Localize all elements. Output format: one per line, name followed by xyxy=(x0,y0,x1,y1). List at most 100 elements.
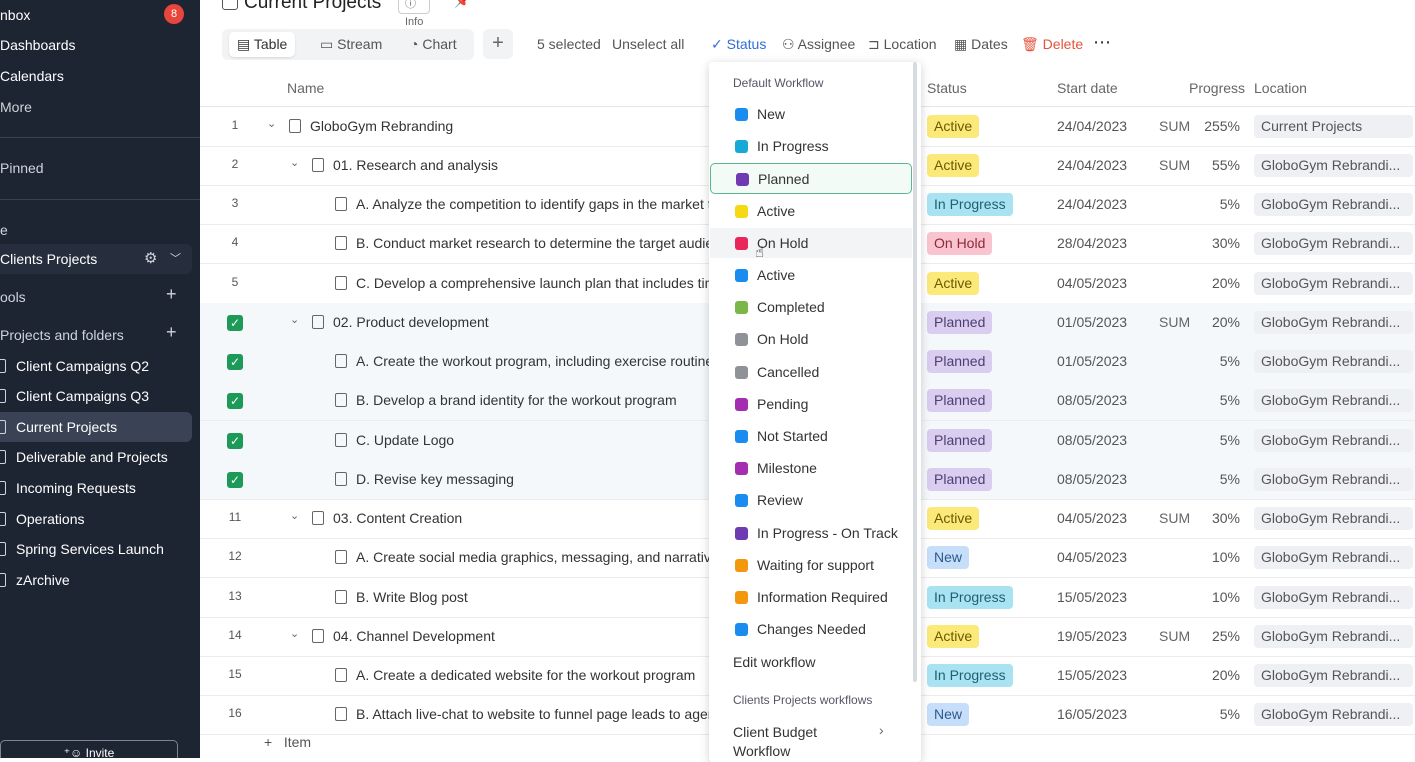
row-checkbox-checked[interactable]: ✓ xyxy=(227,354,243,370)
select-all-checkbox[interactable] xyxy=(222,0,238,10)
status-badge[interactable]: On Hold xyxy=(927,232,993,255)
sidebar-project-item-active[interactable]: Current Projects xyxy=(0,412,192,442)
row-name[interactable]: B. Develop a brand identity for the work… xyxy=(356,392,677,408)
column-header-progress[interactable]: Progress xyxy=(1189,80,1246,96)
start-date[interactable]: 19/05/2023 xyxy=(1057,628,1128,644)
row-checkbox-checked[interactable]: ✓ xyxy=(227,472,243,488)
location-pill[interactable]: GloboGym Rebrandi... xyxy=(1254,350,1413,373)
info-button[interactable]: ⓘ Info xyxy=(398,0,431,28)
location-pill[interactable]: GloboGym Rebrandi... xyxy=(1254,546,1413,569)
status-badge[interactable]: Planned xyxy=(927,350,993,373)
status-badge[interactable]: New xyxy=(927,546,970,569)
location-pill[interactable]: GloboGym Rebrandi... xyxy=(1254,429,1413,452)
row-name[interactable]: A. Create the workout program, including… xyxy=(356,353,725,369)
table-row[interactable]: 11 ⌄ 03. Content Creation Active 04/05/2023 S… xyxy=(200,499,1415,539)
location-pill[interactable]: GloboGym Rebrandi... xyxy=(1254,664,1413,687)
start-date[interactable]: 24/04/2023 xyxy=(1057,118,1128,134)
expand-chevron-icon[interactable]: ⌄ xyxy=(290,510,300,522)
status-badge[interactable]: Active xyxy=(927,625,980,648)
location-pill[interactable]: GloboGym Rebrandi... xyxy=(1254,625,1413,648)
row-checkbox-checked[interactable]: ✓ xyxy=(227,433,243,449)
row-name[interactable]: B. Write Blog post xyxy=(356,589,468,605)
expand-chevron-icon[interactable]: ⌄ xyxy=(290,157,300,169)
expand-chevron-icon[interactable]: ⌄ xyxy=(290,314,300,326)
expand-chevron-icon[interactable]: ⌄ xyxy=(290,628,300,640)
progress-value[interactable]: 30% xyxy=(1211,510,1240,526)
sidebar-item-pinned[interactable]: Pinned xyxy=(0,154,44,182)
sidebar-item-dashboards[interactable]: Dashboards xyxy=(0,31,76,59)
table-row[interactable]: 12 A. Create social media graphics, messa… xyxy=(200,538,1415,578)
progress-value[interactable]: 5% xyxy=(1219,196,1240,212)
client-budget-workflow-item[interactable]: Client Budget Workflow xyxy=(733,724,817,759)
progress-value[interactable]: 5% xyxy=(1219,471,1240,487)
status-option[interactable]: Pending xyxy=(710,389,912,419)
status-badge[interactable]: New xyxy=(927,703,970,726)
status-badge[interactable]: In Progress xyxy=(927,664,1013,687)
start-date[interactable]: 08/05/2023 xyxy=(1057,471,1128,487)
start-date[interactable]: 15/05/2023 xyxy=(1057,667,1128,683)
location-pill[interactable]: GloboGym Rebrandi... xyxy=(1254,193,1413,216)
status-badge[interactable]: In Progress xyxy=(927,193,1013,216)
start-date[interactable]: 01/05/2023 xyxy=(1057,314,1128,330)
progress-value[interactable]: 20% xyxy=(1211,314,1240,330)
row-checkbox-checked[interactable]: ✓ xyxy=(227,393,243,409)
sidebar-item-calendars[interactable]: Calendars xyxy=(0,62,64,90)
row-checkbox-checked[interactable]: ✓ xyxy=(227,315,243,331)
row-name[interactable]: B. Attach live-chat to website to funnel… xyxy=(356,706,727,722)
location-pill[interactable]: Current Projects xyxy=(1254,115,1413,138)
sidebar-project-item[interactable]: Client Campaigns Q3 xyxy=(0,381,192,411)
location-pill[interactable]: GloboGym Rebrandi... xyxy=(1254,586,1413,609)
status-option[interactable]: Waiting for support xyxy=(710,550,912,580)
sidebar-project-item[interactable]: Client Campaigns Q2 xyxy=(0,351,192,381)
status-badge[interactable]: In Progress xyxy=(927,586,1013,609)
location-button[interactable]: ⊐ Location xyxy=(868,36,937,53)
status-option[interactable]: In Progress - On Track xyxy=(710,518,912,548)
status-option[interactable]: Milestone xyxy=(710,453,912,483)
progress-value[interactable]: 10% xyxy=(1211,549,1240,565)
delete-button[interactable]: 🗑 Delete xyxy=(1021,36,1083,53)
dates-button[interactable]: ▦ Dates xyxy=(954,36,1008,53)
table-row[interactable]: 13 B. Write Blog post In Progress 15/05/202… xyxy=(200,578,1415,618)
location-pill[interactable]: GloboGym Rebrandi... xyxy=(1254,154,1413,177)
row-name[interactable]: B. Conduct market research to determine … xyxy=(356,235,728,251)
row-name[interactable]: A. Create social media graphics, messagi… xyxy=(356,549,719,565)
start-date[interactable]: 24/04/2023 xyxy=(1057,196,1128,212)
chevron-right-icon[interactable]: › xyxy=(879,722,884,738)
edit-workflow-link[interactable]: Edit workflow xyxy=(733,654,816,670)
chevron-down-icon[interactable]: ﹀ xyxy=(170,253,181,265)
status-badge[interactable]: Planned xyxy=(927,311,993,334)
space-selector[interactable]: Clients Projects ⚙ ﹀ xyxy=(0,244,192,274)
column-header-location[interactable]: Location xyxy=(1254,80,1307,96)
sidebar-item-tools[interactable]: ools xyxy=(0,283,26,311)
tab-chart[interactable]: ◔ Chart xyxy=(402,32,465,57)
location-pill[interactable]: GloboGym Rebrandi... xyxy=(1254,232,1413,255)
progress-value[interactable]: 5% xyxy=(1219,432,1240,448)
progress-value[interactable]: 20% xyxy=(1211,667,1240,683)
progress-value[interactable]: 55% xyxy=(1211,157,1240,173)
row-name[interactable]: 02. Product development xyxy=(333,314,489,330)
progress-value[interactable]: 5% xyxy=(1219,353,1240,369)
sidebar-project-item[interactable]: Operations xyxy=(0,504,192,534)
start-date[interactable]: 04/05/2023 xyxy=(1057,549,1128,565)
gear-icon[interactable]: ⚙ xyxy=(144,250,158,267)
row-name[interactable]: 04. Channel Development xyxy=(333,628,495,644)
status-badge[interactable]: Active xyxy=(927,272,980,295)
row-name[interactable]: C. Develop a comprehensive launch plan t… xyxy=(356,275,731,291)
add-project-icon[interactable]: + xyxy=(166,322,177,342)
table-row[interactable]: 16 B. Attach live-chat to website to funn… xyxy=(200,695,1415,735)
progress-value[interactable]: 30% xyxy=(1211,235,1240,251)
status-option[interactable]: Not Started xyxy=(710,421,912,451)
status-badge[interactable]: Planned xyxy=(927,429,993,452)
dropdown-scrollbar[interactable] xyxy=(913,62,917,682)
add-view-button[interactable]: + xyxy=(483,29,513,59)
status-option[interactable]: Active xyxy=(710,196,912,226)
unselect-all-button[interactable]: Unselect all xyxy=(612,36,685,52)
expand-chevron-icon[interactable]: ⌄ xyxy=(267,118,277,130)
start-date[interactable]: 08/05/2023 xyxy=(1057,432,1128,448)
progress-value[interactable]: 25% xyxy=(1211,628,1240,644)
start-date[interactable]: 24/04/2023 xyxy=(1057,157,1128,173)
start-date[interactable]: 04/05/2023 xyxy=(1057,510,1128,526)
start-date[interactable]: 04/05/2023 xyxy=(1057,275,1128,291)
row-name[interactable]: C. Update Logo xyxy=(356,432,455,448)
sidebar-project-item[interactable]: Incoming Requests xyxy=(0,473,192,503)
